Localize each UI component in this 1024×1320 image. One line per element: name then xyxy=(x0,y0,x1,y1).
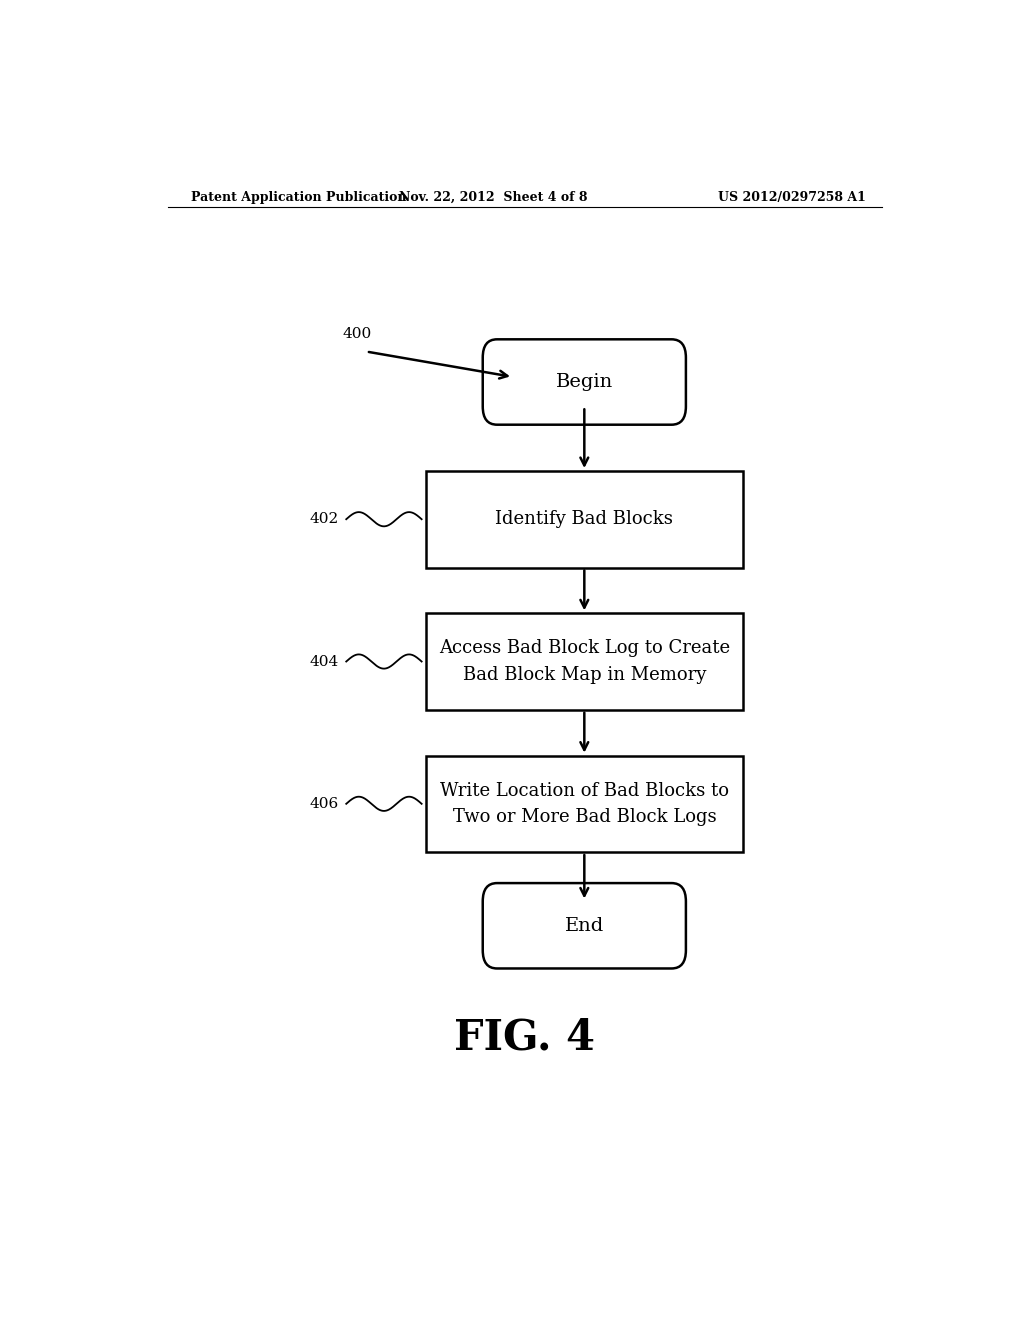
Text: 404: 404 xyxy=(309,655,338,668)
Bar xyxy=(426,614,743,710)
FancyBboxPatch shape xyxy=(482,339,686,425)
Text: Write Location of Bad Blocks to
Two or More Bad Block Logs: Write Location of Bad Blocks to Two or M… xyxy=(440,781,729,826)
Text: 400: 400 xyxy=(342,327,372,342)
Text: End: End xyxy=(564,917,604,935)
Text: FIG. 4: FIG. 4 xyxy=(455,1016,595,1059)
Text: Nov. 22, 2012  Sheet 4 of 8: Nov. 22, 2012 Sheet 4 of 8 xyxy=(398,191,588,203)
Bar xyxy=(426,755,743,853)
Text: Begin: Begin xyxy=(556,374,613,391)
Text: Patent Application Publication: Patent Application Publication xyxy=(191,191,407,203)
FancyBboxPatch shape xyxy=(482,883,686,969)
Text: Identify Bad Blocks: Identify Bad Blocks xyxy=(496,511,673,528)
Text: 402: 402 xyxy=(309,512,338,527)
Bar xyxy=(426,471,743,568)
Text: Access Bad Block Log to Create
Bad Block Map in Memory: Access Bad Block Log to Create Bad Block… xyxy=(438,639,730,684)
Text: 406: 406 xyxy=(309,797,338,810)
Text: US 2012/0297258 A1: US 2012/0297258 A1 xyxy=(718,191,866,203)
